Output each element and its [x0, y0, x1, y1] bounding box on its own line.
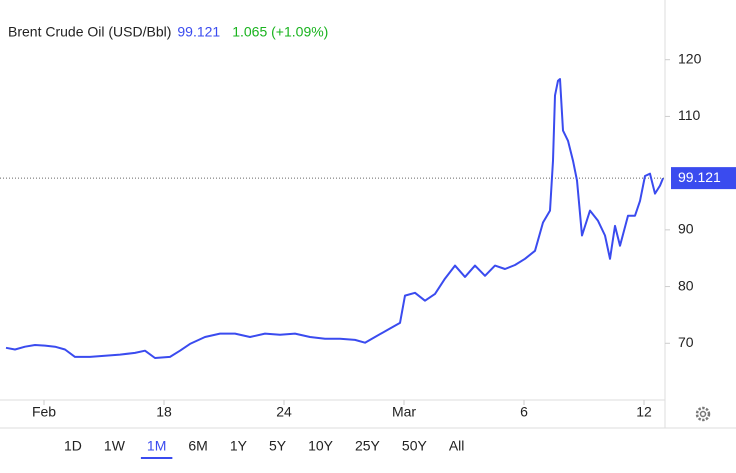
- range-button-label: 50Y: [402, 438, 428, 454]
- y-tick-label: 90: [678, 221, 694, 237]
- range-button[interactable]: 6M: [188, 438, 207, 454]
- range-button-label: 1D: [64, 438, 82, 454]
- range-button[interactable]: 5Y: [269, 438, 287, 454]
- range-button-label: 6M: [188, 438, 207, 454]
- x-tick-label: 6: [520, 404, 528, 420]
- price-line: [5, 78, 664, 359]
- y-tick-label: 120: [678, 50, 702, 66]
- range-button-label: 25Y: [355, 438, 381, 454]
- settings-icon[interactable]: [695, 406, 711, 422]
- range-button[interactable]: 10Y: [308, 438, 334, 454]
- x-tick-label: 24: [276, 404, 292, 420]
- range-button-label: 1Y: [230, 438, 248, 454]
- range-button[interactable]: All: [449, 438, 465, 454]
- selected-underline: [140, 457, 173, 459]
- x-tick-label: Mar: [392, 404, 416, 420]
- range-button[interactable]: 1D: [64, 438, 82, 454]
- chart-title: Brent Crude Oil (USD/Bbl): [8, 24, 171, 40]
- last-price: 99.121: [177, 24, 220, 40]
- range-button-label: 1M: [147, 438, 166, 454]
- price-change: 1.065 (+1.09%): [232, 24, 328, 40]
- range-button[interactable]: 25Y: [355, 438, 381, 454]
- range-button-label: 1W: [104, 438, 126, 454]
- last-value-tag: [671, 167, 736, 190]
- x-tick-label: 18: [156, 404, 172, 420]
- y-tick-label: 70: [678, 334, 694, 350]
- x-tick-label: Feb: [32, 404, 56, 420]
- range-button[interactable]: 1M: [140, 438, 173, 459]
- y-tick-label: 110: [678, 107, 701, 123]
- x-tick-label: 12: [636, 404, 652, 420]
- range-button[interactable]: 50Y: [402, 438, 428, 454]
- range-button[interactable]: 1W: [104, 438, 126, 454]
- y-tick-label: 80: [678, 277, 694, 293]
- last-value-label: 99.121: [678, 169, 721, 185]
- range-button-label: 5Y: [269, 438, 287, 454]
- range-button[interactable]: 1Y: [230, 438, 248, 454]
- range-button-label: All: [449, 438, 465, 454]
- range-button-label: 10Y: [308, 438, 334, 454]
